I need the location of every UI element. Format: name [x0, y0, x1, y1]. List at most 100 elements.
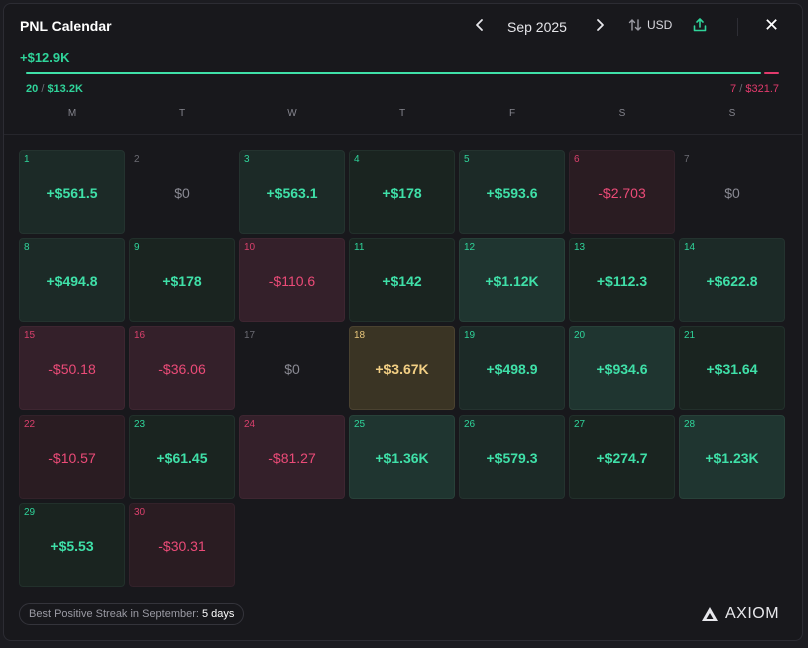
day-number: 1: [24, 154, 30, 165]
calendar-day-cell[interactable]: 10 -$110.6: [239, 238, 345, 322]
day-pnl-value: +$1.12K: [485, 273, 539, 289]
prev-month-button[interactable]: [473, 17, 487, 36]
calendar-day-cell[interactable]: 9 +$178: [129, 238, 235, 322]
day-pnl-value: -$50.18: [48, 361, 96, 377]
calendar-day-cell[interactable]: 23 +$61.45: [129, 415, 235, 499]
negative-ratio-bar: [764, 72, 779, 74]
calendar-day-cell[interactable]: 15 -$50.18: [19, 326, 125, 410]
currency-label: USD: [647, 18, 673, 32]
calendar-day-cell[interactable]: 1 +$561.5: [19, 150, 125, 234]
day-pnl-value: +$579.3: [486, 450, 538, 466]
calendar-day-cell[interactable]: 20 +$934.6: [569, 326, 675, 410]
negative-days-count: 7: [730, 83, 737, 95]
close-button[interactable]: ✕: [764, 16, 779, 34]
positive-days-summary: 20 / $13.2K: [26, 83, 83, 95]
day-pnl-value: +$61.45: [156, 450, 208, 466]
day-pnl-value: +$1.23K: [705, 450, 759, 466]
day-pnl-value: $0: [724, 185, 740, 201]
weekday-header: S: [618, 108, 626, 119]
day-pnl-value: $0: [284, 361, 300, 377]
day-number: 27: [574, 419, 586, 430]
day-number: 2: [134, 154, 140, 165]
day-pnl-value: -$81.27: [268, 450, 316, 466]
calendar-day-cell[interactable]: 19 +$498.9: [459, 326, 565, 410]
weekday-header: F: [508, 108, 516, 119]
weekday-divider: [4, 134, 802, 135]
day-number: 14: [684, 242, 696, 253]
day-pnl-value: +$622.8: [706, 273, 758, 289]
day-number: 4: [354, 154, 360, 165]
day-pnl-value: -$10.57: [48, 450, 96, 466]
calendar-day-cell[interactable]: 18 +$3.67K: [349, 326, 455, 410]
day-number: 29: [24, 507, 36, 518]
day-number: 23: [134, 419, 146, 430]
day-pnl-value: +$112.3: [596, 273, 648, 289]
day-pnl-value: +$31.64: [706, 361, 758, 377]
day-pnl-value: +$178: [382, 185, 422, 201]
header-divider: [737, 18, 738, 36]
calendar-day-cell[interactable]: 11 +$142: [349, 238, 455, 322]
upload-icon: [693, 18, 707, 32]
day-number: 24: [244, 419, 256, 430]
day-number: 5: [464, 154, 470, 165]
day-number: 22: [24, 419, 36, 430]
calendar-day-cell[interactable]: 16 -$36.06: [129, 326, 235, 410]
sort-arrows-icon: [628, 19, 642, 31]
next-month-button[interactable]: [593, 17, 607, 36]
day-number: 11: [354, 242, 365, 253]
axiom-logo: AXIOM: [701, 605, 779, 623]
chevron-right-icon: [597, 19, 604, 31]
calendar-day-cell[interactable]: 3 +$563.1: [239, 150, 345, 234]
calendar-day-cell[interactable]: 2 $0: [129, 150, 235, 234]
day-number: 6: [574, 154, 580, 165]
day-number: 16: [134, 330, 146, 341]
calendar-day-cell[interactable]: 26 +$579.3: [459, 415, 565, 499]
calendar-day-cell[interactable]: 30 -$30.31: [129, 503, 235, 587]
calendar-day-cell[interactable]: 25 +$1.36K: [349, 415, 455, 499]
calendar-day-cell[interactable]: 17 $0: [239, 326, 345, 410]
calendar-day-cell[interactable]: 28 +$1.23K: [679, 415, 785, 499]
day-number: 15: [24, 330, 36, 341]
month-label: Sep 2025: [507, 19, 567, 35]
calendar-day-cell[interactable]: 4 +$178: [349, 150, 455, 234]
day-pnl-value: +$593.6: [486, 185, 538, 201]
currency-toggle-button[interactable]: USD: [628, 18, 672, 32]
close-icon: ✕: [764, 15, 780, 35]
calendar-day-cell[interactable]: 14 +$622.8: [679, 238, 785, 322]
calendar-day-cell[interactable]: 6 -$2.703: [569, 150, 675, 234]
day-number: 12: [464, 242, 476, 253]
day-pnl-value: +$178: [162, 273, 202, 289]
day-pnl-value: +$561.5: [46, 185, 98, 201]
streak-label: Best Positive Streak in September:: [29, 608, 199, 620]
day-number: 30: [134, 507, 146, 518]
share-button[interactable]: [692, 17, 708, 38]
streak-value: 5 days: [201, 608, 235, 620]
day-number: 9: [134, 242, 140, 253]
calendar-day-cell[interactable]: 29 +$5.53: [19, 503, 125, 587]
day-pnl-value: +$142: [382, 273, 422, 289]
weekday-header: T: [178, 108, 186, 119]
calendar-day-cell[interactable]: 12 +$1.12K: [459, 238, 565, 322]
weekday-header: M: [67, 108, 77, 119]
day-pnl-value: +$3.67K: [375, 361, 429, 377]
day-number: 21: [684, 330, 696, 341]
pnl-calendar-panel: PNL Calendar Sep 2025 USD ✕ +$12.9K 20 /…: [3, 3, 803, 641]
calendar-day-cell[interactable]: 27 +$274.7: [569, 415, 675, 499]
positive-amount: $13.2K: [47, 83, 83, 95]
calendar-day-cell[interactable]: 24 -$81.27: [239, 415, 345, 499]
panel-title: PNL Calendar: [20, 18, 112, 34]
calendar-day-cell[interactable]: 21 +$31.64: [679, 326, 785, 410]
day-number: 20: [574, 330, 586, 341]
positive-days-count: 20: [26, 83, 39, 95]
day-number: 17: [244, 330, 256, 341]
day-number: 28: [684, 419, 696, 430]
calendar-day-cell[interactable]: 5 +$593.6: [459, 150, 565, 234]
day-pnl-value: -$2.703: [598, 185, 646, 201]
calendar-day-cell[interactable]: 22 -$10.57: [19, 415, 125, 499]
day-number: 3: [244, 154, 250, 165]
calendar-day-cell[interactable]: 8 +$494.8: [19, 238, 125, 322]
calendar-day-cell[interactable]: 13 +$112.3: [569, 238, 675, 322]
day-pnl-value: +$563.1: [266, 185, 318, 201]
negative-separator: /: [739, 83, 743, 95]
calendar-day-cell[interactable]: 7 $0: [679, 150, 785, 234]
